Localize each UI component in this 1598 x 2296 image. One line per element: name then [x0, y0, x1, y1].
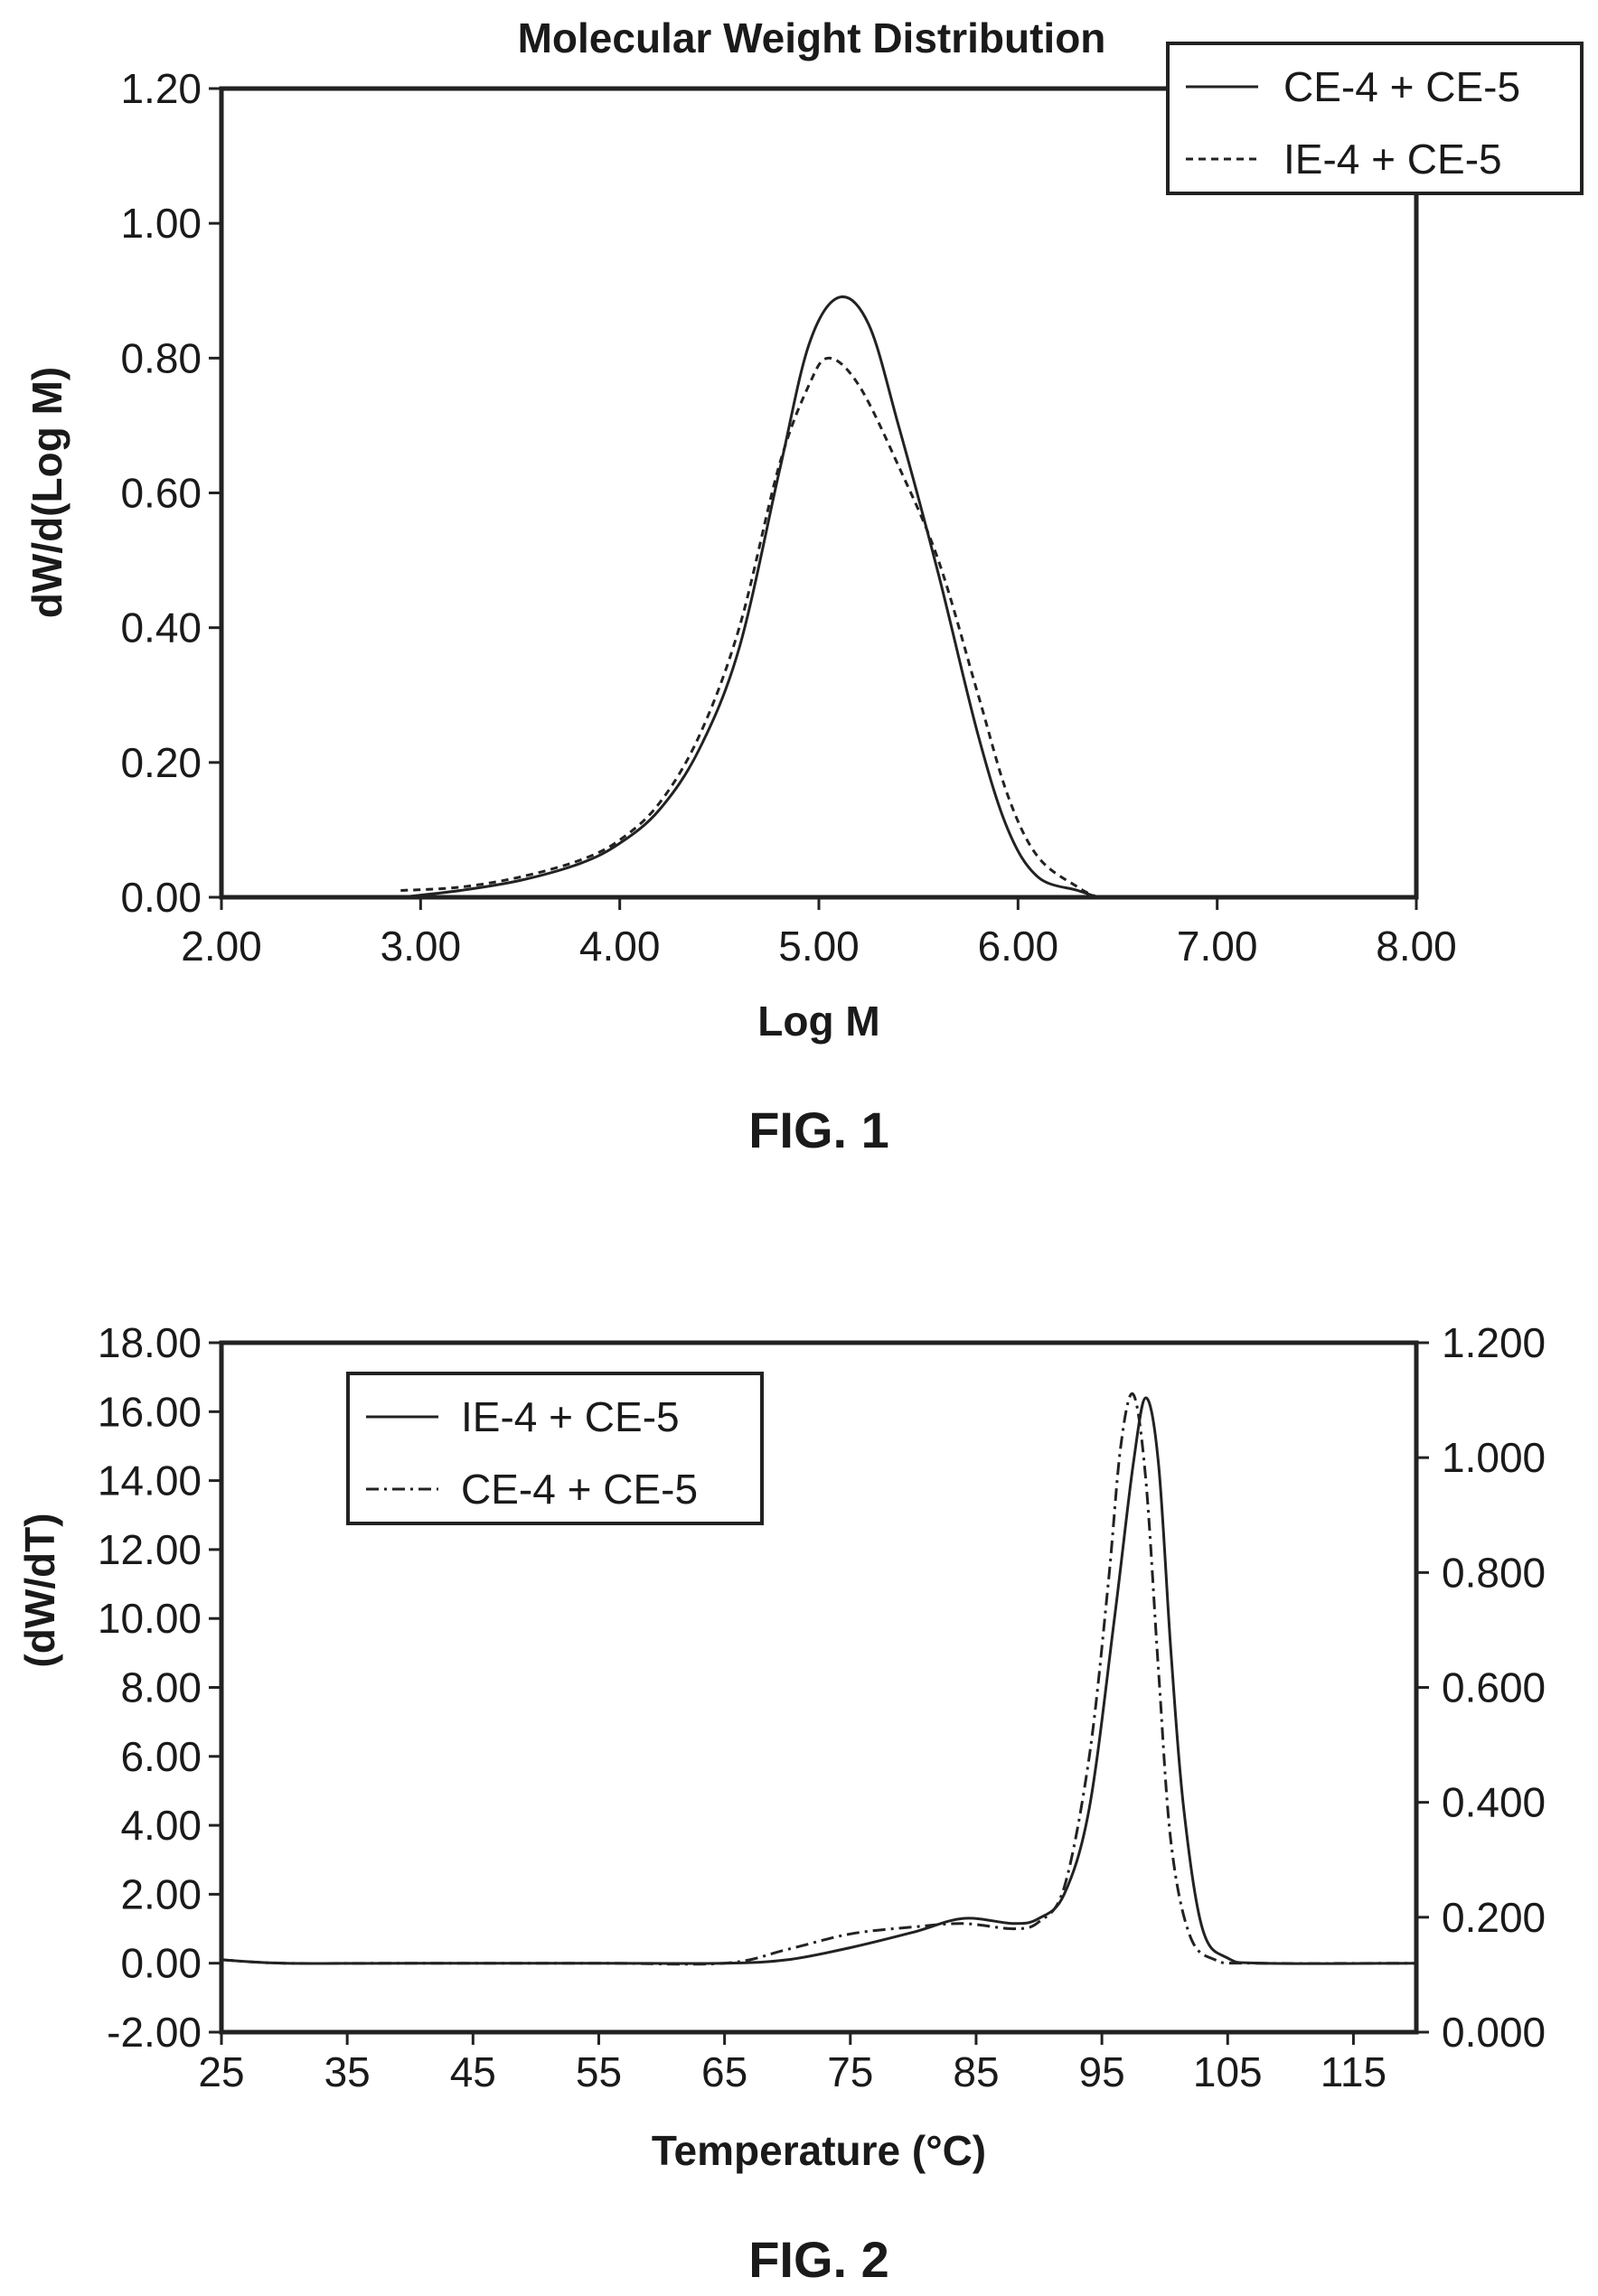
y-tick-label: 6.00 [120, 1733, 202, 1780]
plot-frame [219, 86, 1419, 900]
series-group [221, 1392, 1417, 1966]
x-tick-label: 65 [701, 2048, 747, 2095]
y-tick-label: 2.00 [120, 1870, 202, 1917]
x-tick-label: 2.00 [181, 923, 262, 970]
y-tick-label: 0.60 [120, 470, 202, 517]
x-tick-label: 5.00 [778, 923, 860, 970]
x-tick-label: 8.00 [1376, 923, 1457, 970]
y2-tick-label: 1.200 [1442, 1319, 1546, 1366]
x-tick-label: 45 [450, 2048, 496, 2095]
y-tick-label: 1.20 [120, 65, 202, 112]
x-tick-label: 7.00 [1177, 923, 1258, 970]
legend-label-ie4-ce5: IE-4 + CE-5 [461, 1393, 680, 1440]
y-axis-right: 0.000 0.200 0.400 0.600 0.800 1.000 1.200 [1416, 1319, 1546, 2056]
legend-box [1166, 42, 1584, 195]
x-tick-label: 35 [324, 2048, 371, 2095]
y2-tick-label: 0.600 [1442, 1664, 1546, 1711]
y2-tick-label: 0.400 [1442, 1779, 1546, 1826]
y-tick-label: 0.00 [120, 1940, 202, 1987]
y-tick-label: 4.00 [120, 1802, 202, 1849]
x-axis-title: Log M [757, 998, 879, 1045]
series-line-ce-4-ce-5 [221, 1392, 1417, 1966]
chart-fig1: Molecular Weight Distribution 0.000.200.… [24, 14, 1584, 1158]
y-tick-label: 0.80 [120, 334, 202, 381]
x-tick-label: 105 [1193, 2048, 1263, 2095]
series-group [400, 295, 1099, 899]
y-tick-label: 14.00 [98, 1457, 202, 1504]
x-tick-label: 25 [198, 2048, 244, 2095]
y-tick-label: 8.00 [120, 1664, 202, 1711]
y-tick-label: 10.00 [98, 1595, 202, 1642]
legend: IE-4 + CE-5 CE-4 + CE-5 [346, 1372, 764, 1525]
legend: CE-4 + CE-5 IE-4 + CE-5 [1166, 42, 1584, 195]
series-line-ce-4-ce-5 [400, 295, 1098, 899]
y-axis-left: -2.00 0.00 2.00 4.00 6.00 8.00 10.00 12.00 14.00… [98, 1319, 221, 2056]
y-tick-label: 0.40 [120, 604, 202, 651]
y2-tick-label: 0.200 [1442, 1894, 1546, 1941]
x-tick-label: 115 [1321, 2048, 1386, 2095]
legend-label-ce4-ce5: CE-4 + CE-5 [461, 1466, 698, 1513]
legend-box [346, 1372, 764, 1525]
x-tick-label: 85 [953, 2048, 999, 2095]
x-axis-title: Temperature (°C) [652, 2127, 986, 2174]
legend-label-ce4-ce5: CE-4 + CE-5 [1283, 63, 1520, 110]
y-axis-title: dW/d(Log M) [24, 367, 70, 618]
figure-label-1: FIG. 1 [748, 1101, 889, 1158]
x-tick-label: 4.00 [579, 923, 661, 970]
y-tick-label: 0.20 [120, 739, 202, 786]
x-tick-label: 75 [827, 2048, 873, 2095]
series-line-ie-4-ce-5 [221, 1396, 1417, 1965]
y2-tick-label: 0.000 [1442, 2009, 1546, 2056]
x-tick-label: 3.00 [381, 923, 462, 970]
y-axis: 0.00 0.20 0.40 0.60 0.80 1.00 1.20 [120, 65, 221, 921]
x-tick-label: 55 [576, 2048, 622, 2095]
x-axis: 25 35 45 55 65 75 85 95 105 115 [198, 2032, 1386, 2095]
x-axis: 2.00 3.00 4.00 5.00 6.00 7.00 8.00 [181, 897, 1457, 970]
y-tick-label: 16.00 [98, 1388, 202, 1435]
x-tick-label: 95 [1079, 2048, 1125, 2095]
chart-title: Molecular Weight Distribution [518, 14, 1106, 61]
y-tick-label: 18.00 [98, 1319, 202, 1366]
y-tick-label: 0.00 [120, 874, 202, 921]
y-axis-title: (dW/dT) [16, 1513, 63, 1667]
y-tick-label: 1.00 [120, 200, 202, 247]
y-tick-label: 12.00 [98, 1526, 202, 1573]
y-tick-label: -2.00 [107, 2009, 202, 2056]
legend-label-ie4-ce5: IE-4 + CE-5 [1283, 136, 1502, 183]
y2-tick-label: 0.800 [1442, 1549, 1546, 1596]
x-tick-label: 6.00 [978, 923, 1059, 970]
y2-tick-label: 1.000 [1442, 1434, 1546, 1481]
figure-label-2: FIG. 2 [748, 2231, 889, 2288]
chart-fig2: -2.00 0.00 2.00 4.00 6.00 8.00 10.00 12.00 14.00… [16, 1319, 1546, 2288]
series-line-ie-4-ce-5 [400, 356, 1099, 899]
